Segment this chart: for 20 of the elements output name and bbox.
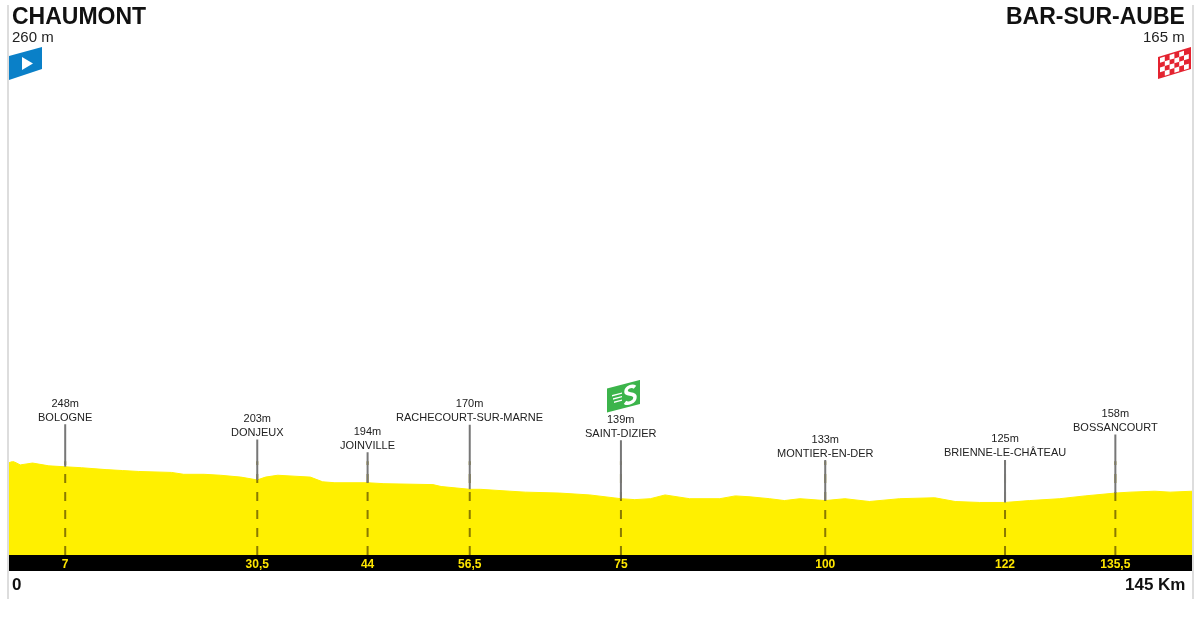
annotation: 170m RACHECOURT-SUR-MARNE — [396, 397, 544, 424]
annotation: 125m BRIENNE-LE-CHÂTEAU — [944, 432, 1067, 459]
x-tick-label: 44 — [360, 557, 375, 571]
text: 0 — [12, 575, 22, 594]
text: CHAUMONT 260 m — [12, 3, 147, 45]
x-tick-label: 56,5 — [458, 557, 482, 571]
annotation: 203m DONJEUX — [231, 412, 285, 439]
annotation: 158m BOSSANCOURT — [1073, 407, 1159, 434]
x-tick-label: 135,5 — [1100, 557, 1131, 571]
annotation: 194m JOINVILLE — [340, 425, 396, 452]
annotation: 139m SAINT-DIZIER — [585, 413, 657, 440]
annotation: 248m BOLOGNE — [38, 397, 93, 424]
x-tick-label: 122 — [995, 557, 1016, 571]
x-tick-label: 75 — [614, 557, 628, 571]
text: BAR-SUR-AUBE 165 m — [1006, 3, 1185, 45]
text: 145 Km — [1125, 575, 1186, 594]
x-tick-label: 30,5 — [245, 557, 270, 571]
annotation: 133m MONTIER-EN-DER — [777, 433, 874, 460]
x-tick-label: 100 — [815, 557, 836, 571]
x-tick-label: 7 — [61, 557, 69, 571]
